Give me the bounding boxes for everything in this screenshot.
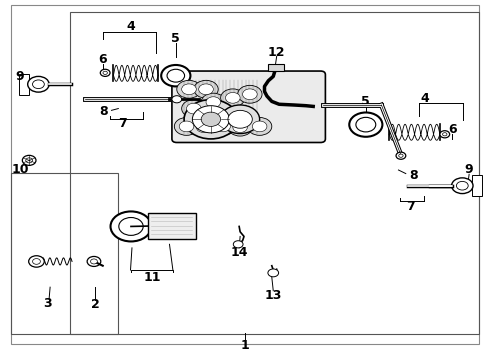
Bar bbox=[269, 64, 284, 71]
Bar bbox=[19, 73, 29, 95]
Circle shape bbox=[228, 118, 252, 136]
Circle shape bbox=[452, 178, 473, 194]
Text: 9: 9 bbox=[465, 163, 473, 176]
Circle shape bbox=[225, 93, 240, 103]
Circle shape bbox=[233, 241, 243, 248]
Circle shape bbox=[23, 156, 36, 165]
Circle shape bbox=[26, 158, 32, 163]
Circle shape bbox=[196, 122, 211, 132]
Text: 7: 7 bbox=[406, 200, 415, 213]
Text: 4: 4 bbox=[126, 20, 135, 33]
Circle shape bbox=[220, 105, 260, 134]
Circle shape bbox=[440, 131, 450, 138]
Circle shape bbox=[216, 121, 230, 132]
Circle shape bbox=[356, 117, 376, 132]
Text: 5: 5 bbox=[362, 95, 370, 108]
Text: 8: 8 bbox=[409, 169, 417, 182]
Text: 6: 6 bbox=[98, 53, 107, 66]
Text: 3: 3 bbox=[43, 297, 52, 310]
Circle shape bbox=[193, 106, 229, 133]
Circle shape bbox=[29, 256, 44, 267]
Bar bbox=[472, 175, 482, 197]
Circle shape bbox=[192, 118, 216, 136]
Circle shape bbox=[32, 258, 40, 264]
Text: 14: 14 bbox=[230, 246, 248, 259]
Circle shape bbox=[87, 256, 101, 266]
Text: 6: 6 bbox=[448, 123, 456, 136]
Circle shape bbox=[174, 117, 199, 135]
Circle shape bbox=[201, 93, 225, 111]
Circle shape bbox=[119, 217, 143, 235]
Text: 10: 10 bbox=[11, 163, 28, 176]
Text: 13: 13 bbox=[265, 289, 282, 302]
Text: 2: 2 bbox=[91, 298, 99, 311]
Text: 8: 8 bbox=[99, 105, 108, 118]
Circle shape bbox=[220, 89, 245, 107]
Bar bbox=[174, 73, 323, 141]
Circle shape bbox=[177, 80, 201, 98]
Text: 12: 12 bbox=[268, 46, 285, 59]
Circle shape bbox=[32, 80, 44, 89]
Circle shape bbox=[349, 112, 382, 137]
Bar bbox=[147, 213, 196, 239]
Text: 11: 11 bbox=[144, 271, 161, 284]
Text: 4: 4 bbox=[421, 92, 430, 105]
Circle shape bbox=[103, 71, 107, 75]
Circle shape bbox=[243, 89, 257, 100]
Circle shape bbox=[182, 84, 196, 95]
Circle shape bbox=[211, 117, 235, 135]
Circle shape bbox=[247, 117, 272, 135]
Circle shape bbox=[172, 96, 182, 103]
Circle shape bbox=[167, 69, 185, 82]
Circle shape bbox=[399, 154, 403, 157]
Circle shape bbox=[268, 269, 279, 277]
Circle shape bbox=[111, 211, 151, 242]
Circle shape bbox=[161, 65, 191, 86]
Text: 9: 9 bbox=[16, 70, 24, 83]
Bar bbox=[70, 12, 479, 334]
Circle shape bbox=[396, 152, 406, 159]
FancyBboxPatch shape bbox=[172, 71, 325, 143]
Text: 1: 1 bbox=[241, 338, 249, 351]
Circle shape bbox=[91, 259, 98, 264]
Circle shape bbox=[179, 121, 194, 132]
Circle shape bbox=[201, 112, 220, 126]
Text: 7: 7 bbox=[118, 117, 126, 130]
Circle shape bbox=[187, 103, 201, 114]
Circle shape bbox=[206, 97, 220, 108]
Circle shape bbox=[233, 122, 247, 132]
Circle shape bbox=[238, 85, 262, 103]
Circle shape bbox=[199, 84, 213, 95]
Circle shape bbox=[100, 69, 110, 76]
Circle shape bbox=[252, 121, 267, 132]
Circle shape bbox=[228, 111, 252, 128]
Circle shape bbox=[442, 133, 447, 136]
Circle shape bbox=[194, 80, 218, 98]
Circle shape bbox=[456, 181, 468, 190]
Circle shape bbox=[28, 76, 49, 92]
Bar bbox=[11, 173, 118, 334]
Text: 5: 5 bbox=[172, 32, 180, 45]
Circle shape bbox=[184, 100, 238, 139]
Circle shape bbox=[182, 100, 206, 117]
